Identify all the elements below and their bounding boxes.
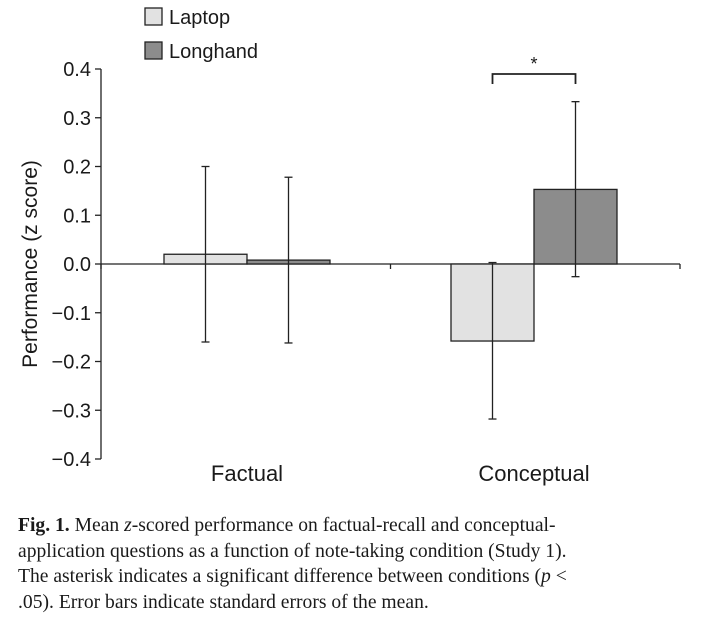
y-tick-label: −0.4 [52,449,91,471]
y-tick-label: −0.1 [52,303,91,325]
caption-text-line1-pre: Mean [74,515,125,536]
legend-swatch [144,41,163,60]
y-tick-label: −0.2 [52,352,91,374]
legend-swatch [144,7,163,26]
caption-text-line1-post: -scored performance on factual-recall an… [131,515,556,536]
caption-text-line2: application questions as a function of n… [18,540,567,562]
legend-label: Longhand [169,41,258,63]
y-tick-label: 0.3 [63,108,91,130]
caption-figure-label: Fig. 1. [18,515,70,536]
figure-caption: Fig. 1. Mean z-scored performance on fac… [18,513,693,615]
legend-label: Laptop [169,7,230,29]
x-category-label: Factual [211,461,283,486]
chart: 0.4 0.3 0.2 0.1 0.0 −0.1 −0.2 −0.3 −0.4 Performan… [19,7,681,486]
caption-text-line4: .05). Error bars indicate standard error… [18,591,429,613]
caption-p-italic: p [541,566,551,587]
y-tick-label: 0.1 [63,205,91,227]
y-axis-label: Performance (z score) [19,160,42,368]
caption-z-italic: z [124,515,132,536]
significance-bracket [491,73,577,84]
caption-text-line3-post: < [550,566,567,587]
y-tick-label: 0.4 [63,59,91,81]
bar-chart-svg: 0.4 0.3 0.2 0.1 0.0 −0.1 −0.2 −0.3 −0.4 Performan… [19,7,681,486]
y-tick-label: −0.3 [52,400,91,422]
significance-asterisk: * [530,54,537,74]
y-tick-label: 0.0 [63,254,91,276]
y-tick-label: 0.2 [63,157,91,179]
x-category-label: Conceptual [478,461,589,486]
caption-text-line3-pre: The asterisk indicates a significant dif… [18,566,542,587]
